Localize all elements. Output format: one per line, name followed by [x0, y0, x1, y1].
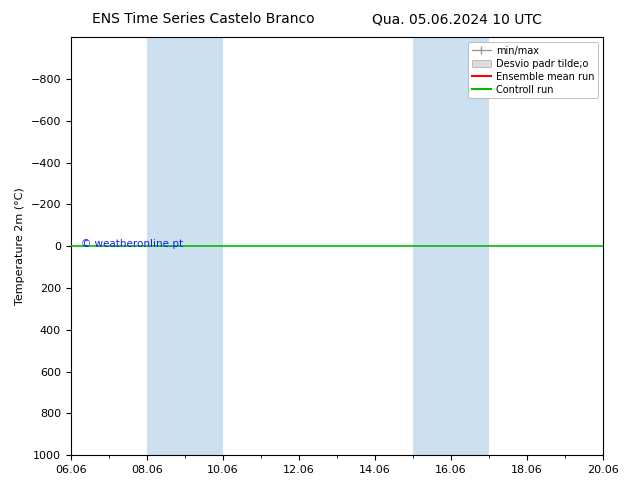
Legend: min/max, Desvio padr tilde;o, Ensemble mean run, Controll run: min/max, Desvio padr tilde;o, Ensemble m…: [468, 42, 598, 98]
Text: Qua. 05.06.2024 10 UTC: Qua. 05.06.2024 10 UTC: [372, 12, 541, 26]
Y-axis label: Temperature 2m (°C): Temperature 2m (°C): [15, 187, 25, 305]
Text: ENS Time Series Castelo Branco: ENS Time Series Castelo Branco: [91, 12, 314, 26]
Bar: [147, 37, 172, 455]
Bar: [413, 37, 439, 455]
Bar: [439, 37, 489, 455]
Bar: [172, 37, 223, 455]
Text: © weatheronline.pt: © weatheronline.pt: [81, 239, 184, 249]
